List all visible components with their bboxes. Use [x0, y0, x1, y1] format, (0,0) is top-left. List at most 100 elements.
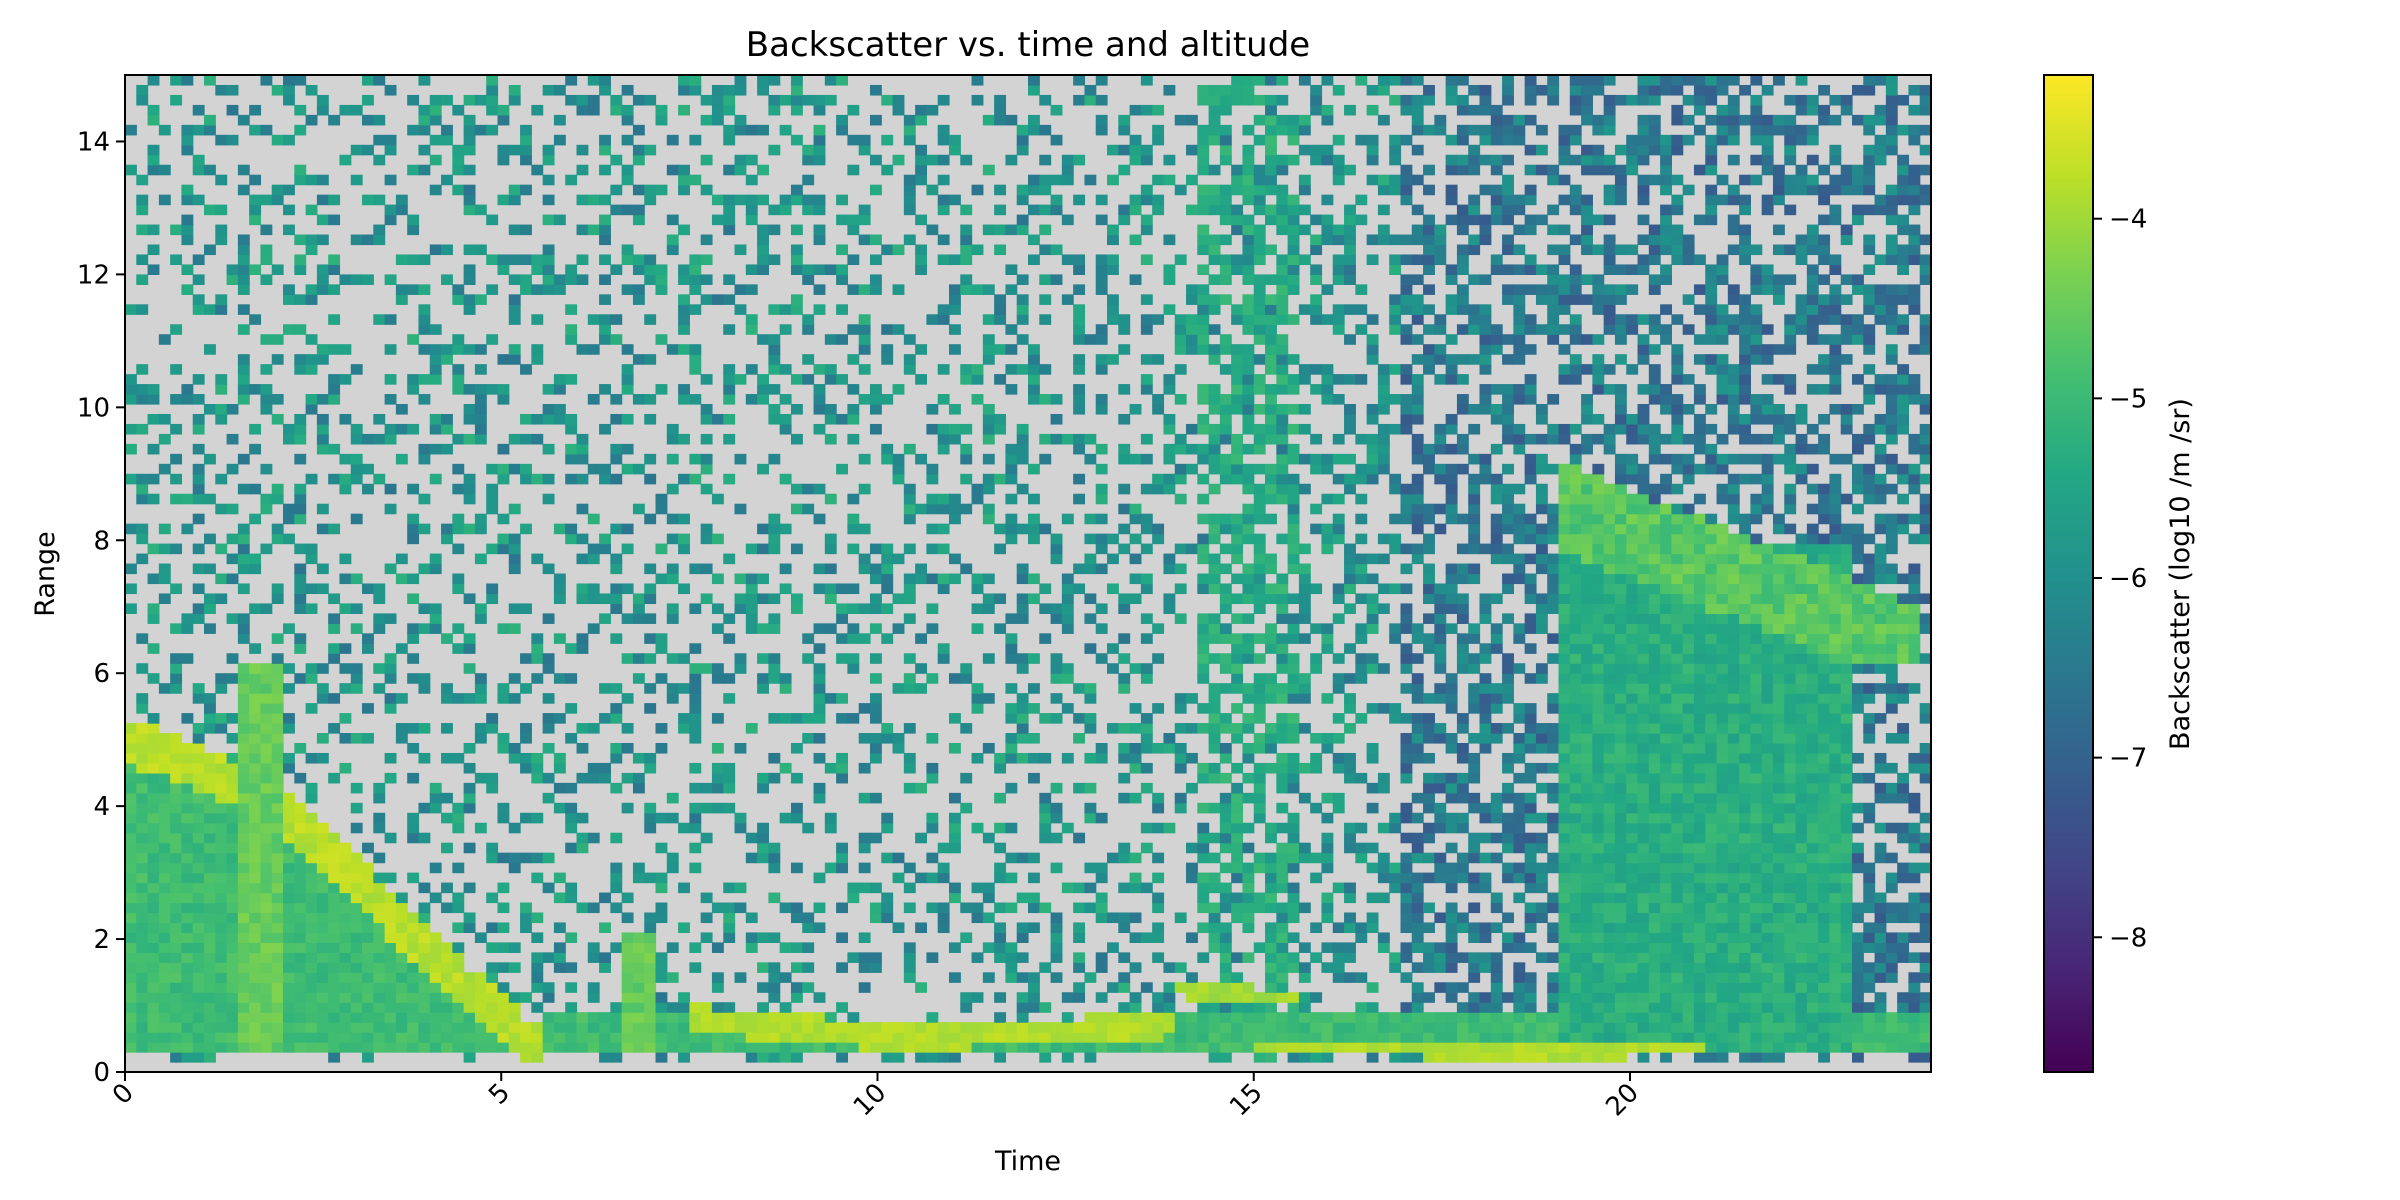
heatmap-cell: [1456, 982, 1469, 993]
heatmap-cell: [215, 174, 228, 186]
heatmap-cell: [824, 533, 837, 545]
heatmap-cell: [497, 693, 510, 704]
heatmap-cell: [136, 394, 149, 405]
heatmap-cell: [982, 354, 995, 365]
heatmap-cell: [1287, 693, 1300, 704]
heatmap-cell: [1389, 952, 1402, 963]
heatmap-cell: [542, 194, 555, 206]
heatmap-cell: [689, 762, 702, 774]
heatmap-cell: [1411, 483, 1424, 495]
heatmap-cell: [1208, 124, 1221, 136]
heatmap-cell: [948, 404, 961, 415]
heatmap-cell: [1050, 832, 1063, 844]
heatmap-cell: [1321, 543, 1334, 555]
heatmap-cell: [1039, 802, 1052, 814]
heatmap-cell: [1355, 304, 1368, 315]
heatmap-cell: [1186, 752, 1198, 764]
heatmap-cell: [948, 513, 961, 525]
heatmap-cell: [824, 1042, 837, 1053]
heatmap-cell: [1107, 723, 1119, 734]
heatmap-cell: [1253, 792, 1266, 804]
heatmap-cell: [226, 404, 239, 415]
heatmap-cell: [723, 224, 736, 236]
heatmap-cell: [802, 822, 815, 834]
heatmap-cell: [1366, 613, 1379, 624]
heatmap-cell: [531, 673, 544, 684]
heatmap-cell: [294, 593, 307, 605]
heatmap-cell: [802, 982, 815, 993]
heatmap-cell: [1016, 932, 1029, 943]
heatmap-cell: [1197, 204, 1210, 216]
heatmap-cell: [553, 523, 566, 535]
heatmap-cell: [1321, 523, 1334, 535]
heatmap-cell: [237, 982, 250, 993]
heatmap-cell: [192, 1042, 205, 1053]
heatmap-cell: [644, 942, 657, 953]
heatmap-cell: [237, 723, 250, 734]
heatmap-cell: [757, 394, 769, 405]
heatmap-cell: [1028, 922, 1040, 934]
heatmap-cell: [395, 453, 408, 465]
heatmap-cell: [452, 164, 465, 176]
heatmap-cell: [779, 563, 792, 575]
heatmap-cell: [587, 832, 600, 844]
heatmap-cell: [362, 733, 374, 744]
heatmap-cell: [1355, 1002, 1368, 1013]
heatmap-cell: [226, 862, 239, 874]
heatmap-cell: [463, 384, 476, 395]
heatmap-cell: [1219, 922, 1232, 934]
heatmap-cell: [937, 573, 950, 585]
heatmap-cell: [294, 174, 307, 186]
heatmap-cell: [1276, 693, 1289, 704]
heatmap-cell: [1028, 533, 1040, 545]
heatmap-cell: [553, 374, 566, 385]
heatmap-cell: [147, 772, 160, 784]
heatmap-cell: [802, 962, 815, 973]
heatmap-cell: [204, 772, 216, 784]
heatmap-cell: [226, 982, 239, 993]
heatmap-cell: [1152, 134, 1165, 146]
heatmap-cell: [452, 144, 465, 156]
heatmap-cell: [1073, 384, 1086, 395]
heatmap-cell: [1163, 962, 1176, 973]
heatmap-cell: [237, 613, 250, 624]
heatmap-cell: [1411, 144, 1424, 156]
heatmap-cell: [305, 284, 318, 295]
heatmap-cell: [1400, 1052, 1413, 1063]
heatmap-cell: [1219, 623, 1232, 634]
heatmap-cell: [249, 204, 262, 216]
heatmap-cell: [260, 543, 273, 555]
heatmap-cell: [1129, 194, 1142, 206]
heatmap-cell: [271, 912, 284, 924]
heatmap-cell: [779, 1032, 792, 1043]
heatmap-cell: [192, 274, 205, 285]
heatmap-cell: [407, 972, 420, 983]
heatmap-cell: [181, 1042, 194, 1053]
heatmap-cell: [1242, 583, 1255, 595]
heatmap-cell: [170, 902, 183, 914]
heatmap-cell: [260, 932, 273, 943]
heatmap-cell: [1434, 772, 1447, 784]
heatmap-cell: [1174, 254, 1187, 266]
heatmap-cell: [1411, 892, 1424, 904]
heatmap-cell: [1434, 324, 1447, 335]
heatmap-cell: [948, 423, 961, 435]
heatmap-cell: [1298, 603, 1311, 614]
heatmap-cell: [204, 932, 216, 943]
heatmap-cell: [181, 214, 194, 226]
heatmap-cell: [565, 643, 578, 654]
heatmap-cell: [192, 483, 205, 495]
heatmap-cell: [1310, 583, 1323, 595]
heatmap-cell: [181, 493, 194, 505]
heatmap-cell: [294, 852, 307, 864]
heatmap-cell: [1016, 653, 1029, 664]
heatmap-cell: [328, 1012, 341, 1023]
heatmap-cell: [328, 1042, 341, 1053]
heatmap-cell: [644, 762, 657, 774]
heatmap-cell: [565, 882, 578, 894]
heatmap-cell: [384, 1002, 397, 1013]
heatmap-cell: [1095, 354, 1108, 365]
heatmap-cell: [610, 184, 623, 196]
heatmap-cell: [474, 822, 487, 834]
heatmap-cell: [1445, 214, 1458, 226]
